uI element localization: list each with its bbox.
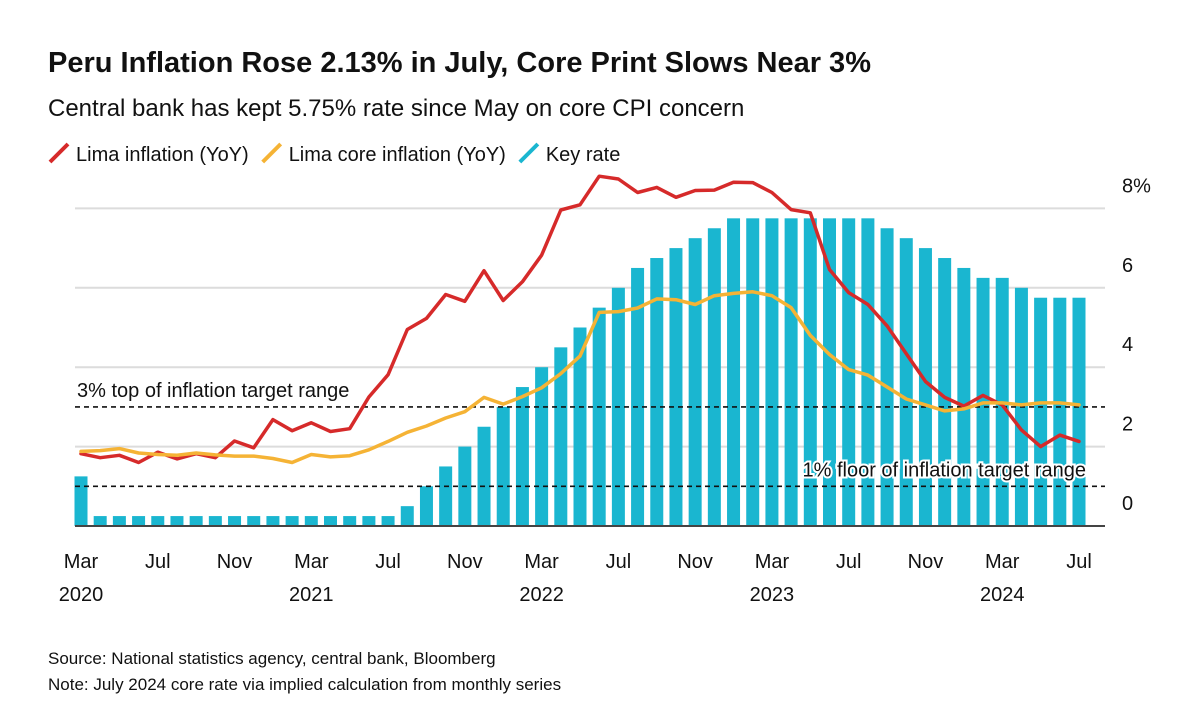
legend-label: Key rate — [546, 144, 620, 166]
bar — [784, 218, 798, 526]
x-year-label: 2023 — [750, 584, 795, 606]
chart-title: Peru Inflation Rose 2.13% in July, Core … — [48, 47, 871, 79]
bar — [823, 218, 836, 526]
bar — [419, 486, 433, 526]
bar — [765, 218, 779, 526]
bar — [132, 516, 146, 526]
legend-label: Lima core inflation (YoY) — [289, 144, 506, 166]
x-tick-label: Nov — [217, 551, 253, 573]
bar — [1053, 297, 1067, 526]
bar — [669, 248, 683, 526]
bar — [496, 406, 510, 526]
y-tick-label: 0 — [1122, 493, 1133, 515]
legend-swatch — [261, 142, 283, 164]
bar — [208, 516, 222, 526]
bar — [707, 228, 721, 526]
bar — [151, 516, 165, 526]
x-year-label: 2020 — [59, 584, 104, 606]
x-year-label: 2022 — [519, 584, 564, 606]
bar — [343, 516, 357, 526]
reference-label: 3% top of inflation target range — [77, 380, 349, 402]
x-tick-label: Mar — [755, 551, 790, 573]
x-tick-label: Nov — [447, 551, 483, 573]
bar — [957, 267, 971, 526]
legend-swatch — [518, 142, 540, 164]
bar — [554, 347, 568, 526]
legend-label: Lima inflation (YoY) — [76, 144, 249, 166]
reference-label: 1% floor of inflation target range — [802, 459, 1086, 481]
x-tick-label: Jul — [836, 551, 862, 573]
x-tick-label: Mar — [985, 551, 1020, 573]
plot: 0 2 4 6 8% 3% top of inflation target range 1%… — [48, 142, 1151, 606]
x-tick-label: Jul — [375, 551, 401, 573]
x-tick-label: Jul — [145, 551, 171, 573]
x-tick-label: Mar — [294, 551, 329, 573]
bar — [400, 506, 414, 526]
x-year-label: 2024 — [980, 584, 1025, 606]
bar — [304, 516, 318, 526]
source: Source: National statistics agency, cent… — [48, 649, 496, 668]
bar — [170, 516, 184, 526]
bar — [688, 238, 702, 527]
bar — [573, 327, 587, 526]
bar — [266, 516, 280, 526]
x-tick-label: Mar — [524, 551, 559, 573]
bar — [803, 218, 817, 526]
x-tick-label: Mar — [64, 551, 99, 573]
x-tick-label: Nov — [908, 551, 944, 573]
bar — [247, 516, 261, 526]
bar — [631, 267, 645, 526]
bar — [918, 248, 932, 526]
x-tick-label: Jul — [606, 551, 632, 573]
bar — [381, 516, 395, 526]
note: Note: July 2024 core rate via implied ca… — [48, 675, 561, 694]
bar — [1072, 297, 1086, 526]
line-series — [79, 174, 1081, 465]
bar — [362, 516, 376, 526]
bar — [592, 307, 606, 526]
bar — [477, 426, 491, 526]
bar — [861, 218, 875, 526]
x-year-label: 2021 — [289, 584, 334, 606]
y-tick-label: 6 — [1122, 255, 1133, 277]
y-tick-label: 4 — [1122, 334, 1133, 356]
bar — [727, 218, 741, 526]
bar — [1034, 297, 1048, 526]
bar — [112, 516, 126, 526]
bar — [439, 466, 453, 526]
bar — [189, 516, 203, 526]
bar — [93, 516, 107, 526]
bar — [746, 218, 760, 526]
bar — [228, 516, 242, 526]
x-tick-label: Nov — [677, 551, 713, 573]
y-tick-label: 8% — [1122, 175, 1151, 197]
x-tick-label: Jul — [1066, 551, 1092, 573]
bar — [880, 228, 894, 526]
bar — [285, 516, 299, 526]
bar — [650, 258, 664, 526]
bar — [324, 516, 337, 526]
bar — [899, 238, 913, 527]
bar — [515, 387, 529, 526]
y-tick-label: 2 — [1122, 414, 1133, 436]
line-series — [79, 290, 1081, 465]
chart-subtitle: Central bank has kept 5.75% rate since M… — [48, 95, 744, 122]
bar — [74, 476, 88, 526]
legend-swatch — [48, 142, 70, 164]
bar — [938, 258, 952, 526]
